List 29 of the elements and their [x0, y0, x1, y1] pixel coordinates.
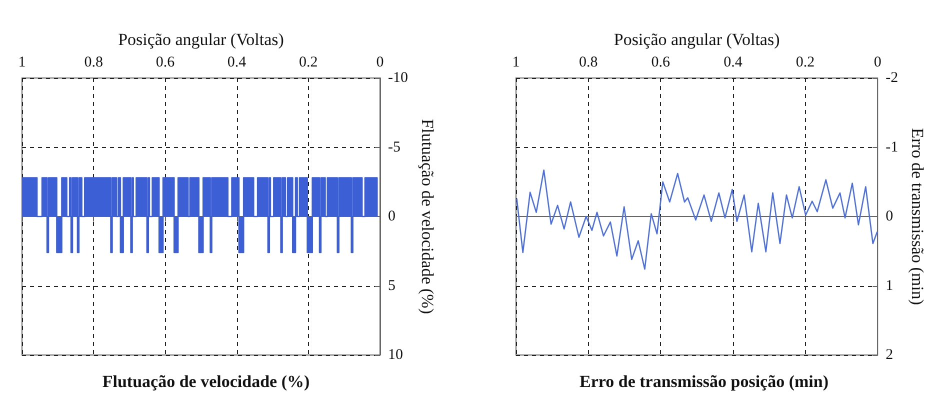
- y-tick-label: -5: [388, 139, 400, 156]
- x-tick-label: 0.2: [299, 54, 318, 70]
- x-tick-label: 0: [376, 54, 384, 70]
- x-tick-label: 0.8: [84, 54, 103, 70]
- y-tick-label: 1: [886, 278, 894, 294]
- x-tick-label: 0.8: [578, 54, 598, 70]
- y-tick-label: -2: [886, 70, 898, 86]
- text: Flutuação de velocidade (%): [102, 372, 310, 391]
- y-tick-label: 10: [388, 347, 403, 363]
- y-axis-title: Erro de transmissão (min): [908, 128, 927, 306]
- y-tick-label: 5: [388, 278, 396, 294]
- x-tick-label: 0.2: [796, 54, 815, 70]
- y-tick-label: 2: [886, 347, 894, 363]
- x-tick-label: 0.4: [724, 54, 743, 70]
- line-series: [516, 169, 878, 270]
- y-tick-label: 0: [886, 208, 894, 224]
- y-tick-label: -10: [388, 70, 408, 86]
- x-axis-title: Posição angular (Voltas): [118, 30, 284, 49]
- x-tick-label: 0: [874, 54, 882, 70]
- y-axis-title: Flutuação de velocidade (%): [418, 119, 437, 314]
- x-tick-label: 0.4: [227, 54, 247, 70]
- x-axis-title: Posição angular (Voltas): [614, 30, 780, 49]
- x-tick-label: 1: [512, 54, 520, 70]
- y-tick-label: -1: [886, 139, 898, 156]
- x-tick-label: 0.6: [156, 54, 176, 70]
- y-tick-label: 0: [388, 208, 396, 224]
- text: Erro de transmissão posição (min): [579, 372, 829, 391]
- x-tick-label: 0.6: [651, 54, 671, 70]
- x-tick-label: 1: [18, 54, 26, 70]
